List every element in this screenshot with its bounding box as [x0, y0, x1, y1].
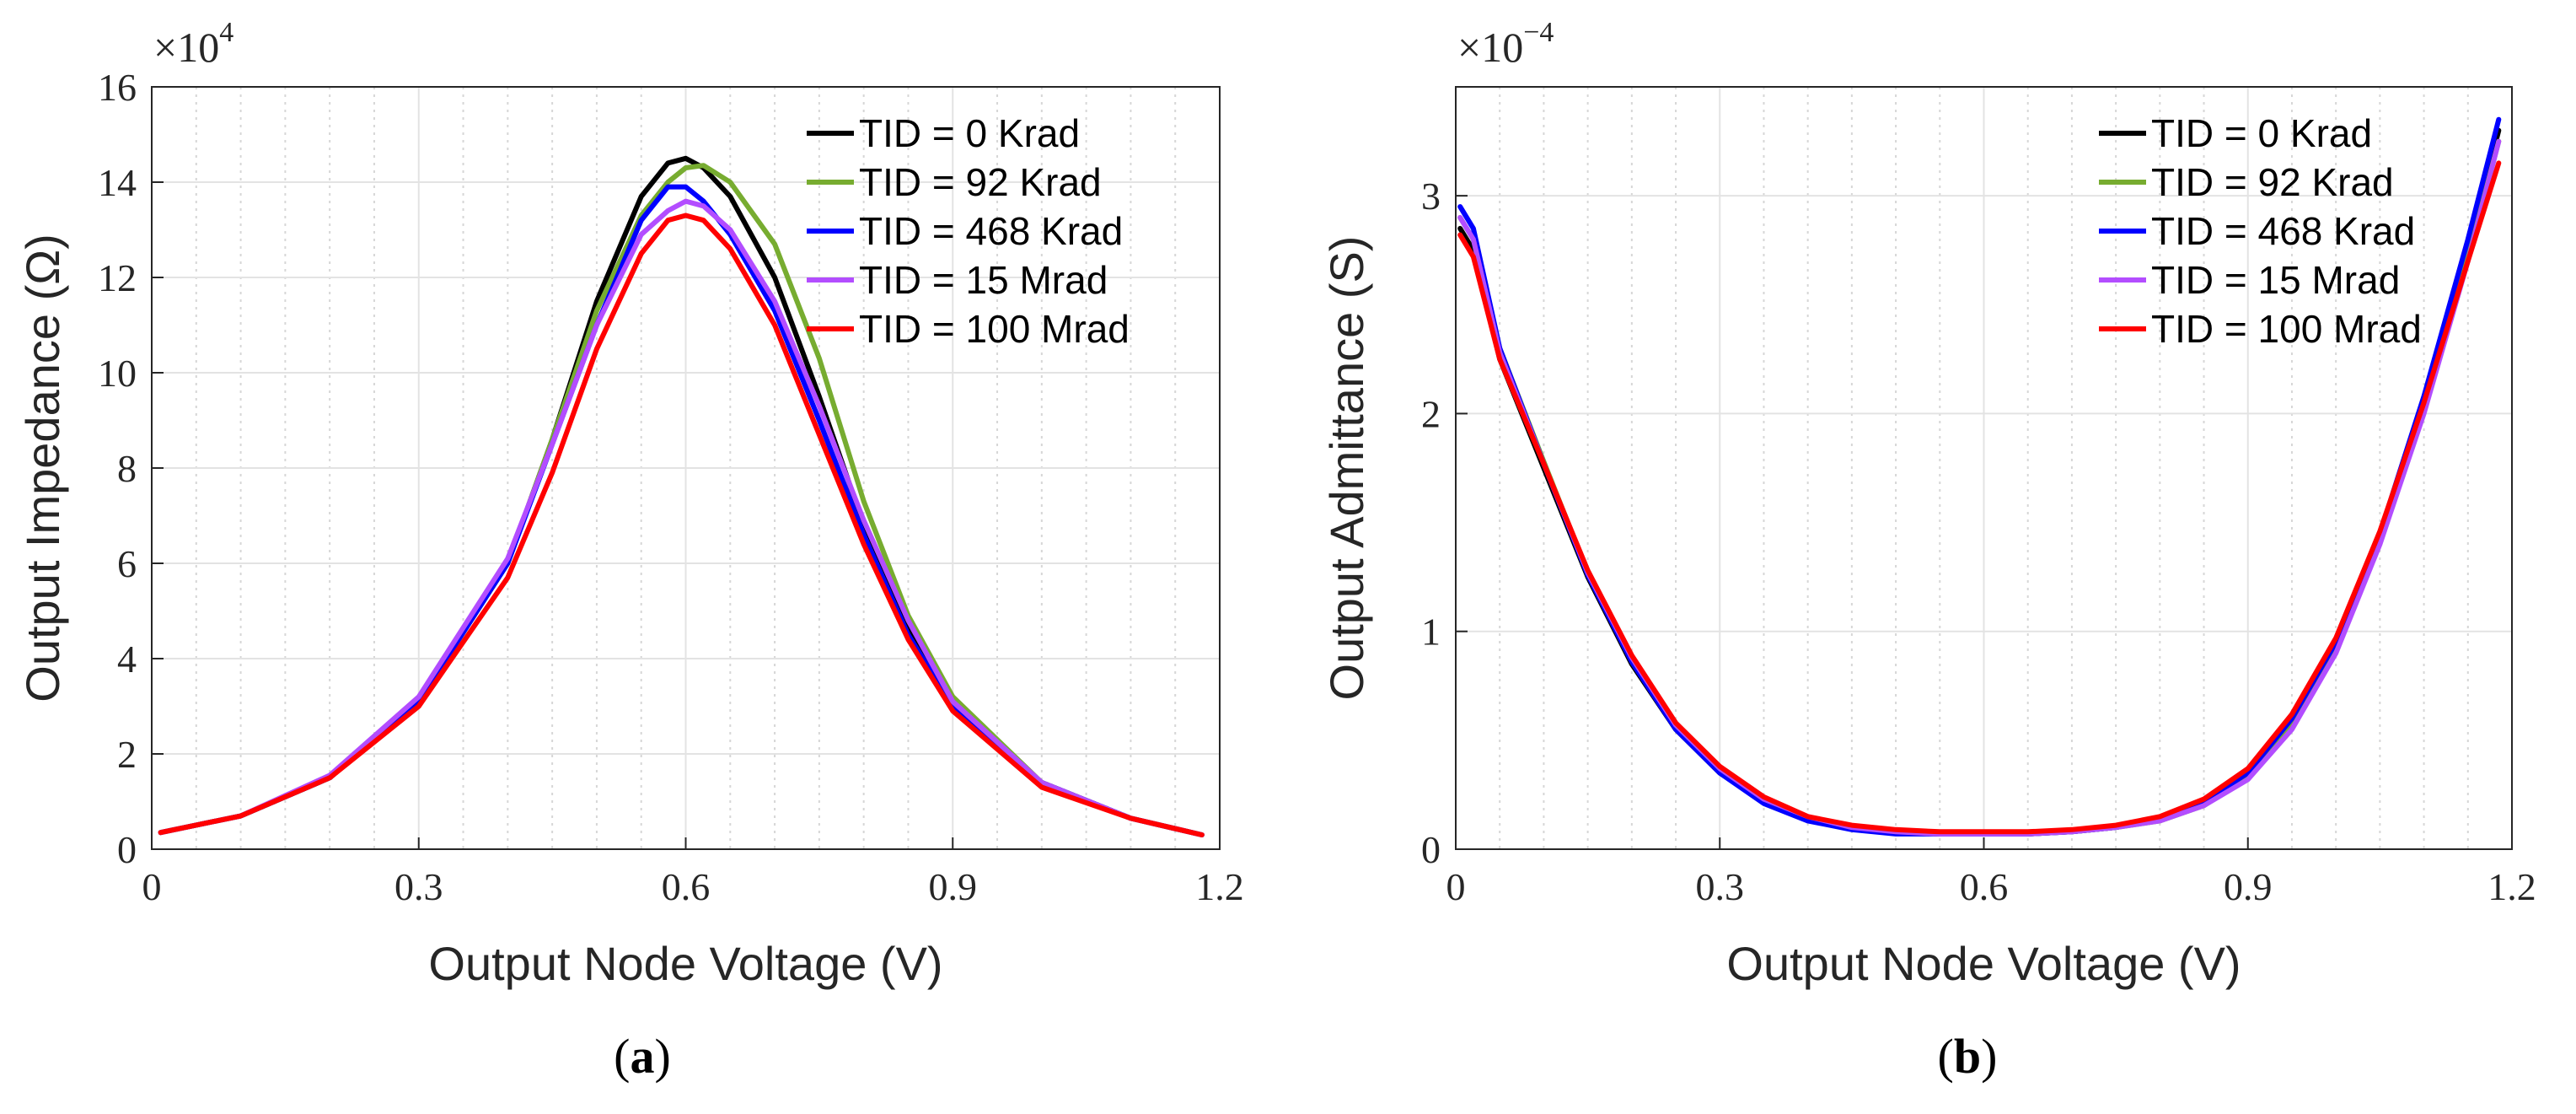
caption-close-paren: ): [1981, 1029, 1997, 1084]
x-axis-label: Output Node Voltage (V): [1726, 937, 2241, 990]
caption-open-paren: (: [614, 1029, 630, 1084]
legend-label-1: TID = 92 Krad: [859, 160, 1102, 204]
y-tick-label: 2: [1421, 392, 1441, 435]
legend-label-4: TID = 100 Mrad: [2151, 307, 2422, 351]
legend-label-0: TID = 0 Krad: [2151, 111, 2372, 155]
y-tick-label: 8: [117, 447, 137, 490]
x-tick-label: 0.6: [662, 865, 711, 908]
y-tick-label: 2: [117, 733, 137, 776]
legend-label-4: TID = 100 Mrad: [859, 307, 1130, 351]
y-exponent-power: 4: [219, 17, 233, 48]
y-exponent-base: ×10: [153, 24, 219, 71]
y-axis-label: Output Impedance (Ω): [16, 234, 69, 702]
x-tick-label: 0: [142, 865, 162, 908]
y-tick-label: 16: [98, 66, 137, 109]
series-line-4: [158, 213, 1205, 837]
series-line-4: [1457, 160, 2502, 835]
legend-label-3: TID = 15 Mrad: [2151, 258, 2400, 302]
x-axis-label: Output Node Voltage (V): [428, 937, 942, 990]
y-tick-label: 6: [117, 542, 137, 585]
caption-letter: a: [631, 1029, 655, 1084]
x-tick-label: 0.6: [1960, 865, 2009, 908]
y-exponent-power: −4: [1523, 17, 1554, 48]
panel-caption: (b): [1938, 1029, 1998, 1084]
y-exponent-base: ×10: [1457, 24, 1523, 71]
panel-caption: (a): [614, 1029, 671, 1084]
legend-label-1: TID = 92 Krad: [2151, 160, 2394, 204]
panel-b: 0 0.3 0.6 0.9 1.2 0 1 2 3 ×10−4 Output Node Voltag…: [1320, 17, 2536, 1084]
x-tick-label: 0.3: [394, 865, 443, 908]
y-tick-label: 12: [98, 256, 137, 299]
legend-label-2: TID = 468 Krad: [2151, 209, 2415, 253]
x-tick-label: 0.9: [2224, 865, 2273, 908]
y-exponent-label: ×10−4: [1457, 17, 1554, 71]
legend-label-3: TID = 15 Mrad: [859, 258, 1108, 302]
x-tick-label: 0.9: [929, 865, 978, 908]
y-tick-label: 0: [1421, 828, 1441, 871]
y-tick-label: 1: [1421, 611, 1441, 654]
y-tick-label: 10: [98, 352, 137, 395]
x-tick-label: 0: [1446, 865, 1466, 908]
y-tick-label: 0: [117, 828, 137, 871]
caption-letter: b: [1954, 1029, 1981, 1084]
caption-open-paren: (: [1938, 1029, 1954, 1084]
y-tick-label: 4: [117, 638, 137, 681]
x-tick-label: 0.3: [1696, 865, 1745, 908]
x-tick-label: 1.2: [1195, 865, 1244, 908]
legend: TID = 0 Krad TID = 92 Krad TID = 468 Krad T…: [2099, 111, 2422, 351]
legend-label-0: TID = 0 Krad: [859, 111, 1080, 155]
y-exponent-label: ×104: [153, 17, 233, 71]
y-axis-label: Output Admittance (S): [1320, 236, 1373, 701]
caption-close-paren: ): [655, 1029, 671, 1084]
x-tick-label: 1.2: [2487, 865, 2536, 908]
y-tick-label: 3: [1421, 175, 1441, 218]
legend-label-2: TID = 468 Krad: [859, 209, 1123, 253]
series-line-3: [158, 198, 1205, 837]
y-tick-label: 14: [98, 161, 137, 204]
legend: TID = 0 Krad TID = 92 Krad TID = 468 Krad T…: [807, 111, 1130, 351]
